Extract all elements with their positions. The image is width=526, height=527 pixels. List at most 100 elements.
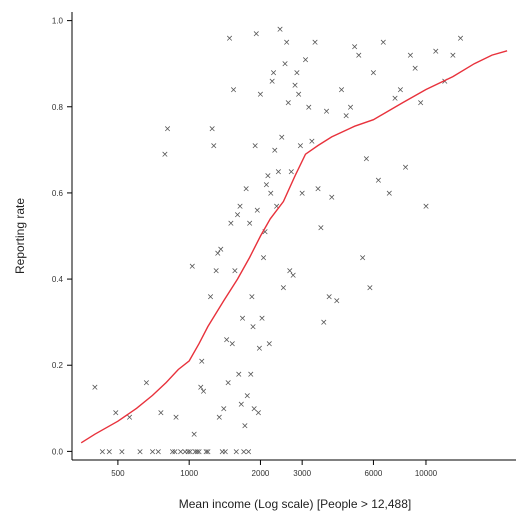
data-point: × xyxy=(308,137,316,147)
data-point: × xyxy=(260,254,268,264)
data-point: × xyxy=(230,86,238,96)
data-point: × xyxy=(297,142,305,152)
data-point: × xyxy=(251,142,259,152)
data-point: × xyxy=(136,447,144,457)
data-point: × xyxy=(164,124,172,134)
data-point: × xyxy=(217,245,225,255)
data-point: × xyxy=(232,447,240,457)
data-point: × xyxy=(302,55,310,65)
data-point: × xyxy=(214,249,222,259)
y-tick-label: 0.4 xyxy=(52,275,64,284)
x-axis-ticks: 500 1000 2000 3000 6000 10000 xyxy=(111,460,438,478)
data-point: × xyxy=(126,413,134,423)
data-point: × xyxy=(449,51,457,61)
data-point: × xyxy=(157,409,165,419)
data-point: × xyxy=(311,38,319,48)
data-point: × xyxy=(216,413,224,423)
data-point: × xyxy=(210,142,218,152)
data-point: × xyxy=(190,430,198,440)
data-point: × xyxy=(295,90,303,100)
y-axis-title: Reporting rate xyxy=(13,198,27,274)
data-point: × xyxy=(106,447,114,457)
data-point: × xyxy=(286,266,294,276)
data-point: × xyxy=(99,447,107,457)
data-point: × xyxy=(220,404,228,414)
data-point: × xyxy=(234,210,242,220)
data-point: × xyxy=(188,262,196,272)
x-axis-title: Mean income (Log scale) [People > 12,488… xyxy=(179,497,411,511)
data-point: × xyxy=(161,150,169,160)
data-point: × xyxy=(278,133,286,143)
data-point: × xyxy=(257,90,265,100)
data-point: × xyxy=(177,447,185,457)
data-point: × xyxy=(239,314,247,324)
y-tick-label: 1.0 xyxy=(52,17,64,26)
data-point: × xyxy=(280,284,288,294)
data-point: × xyxy=(246,219,254,229)
data-point: × xyxy=(255,409,263,419)
data-point: × xyxy=(227,219,235,229)
data-point: × xyxy=(283,38,291,48)
data-point: × xyxy=(207,292,215,302)
data-point: × xyxy=(154,447,162,457)
data-point: × xyxy=(270,68,278,78)
data-point: × xyxy=(276,25,284,35)
data-point: × xyxy=(248,292,256,302)
data-point: × xyxy=(386,189,394,199)
data-point: × xyxy=(363,154,371,164)
data-point: × xyxy=(244,391,252,401)
data-point: × xyxy=(317,223,325,233)
data-point: × xyxy=(355,51,363,61)
data-point: × xyxy=(298,189,306,199)
data-point: × xyxy=(264,172,272,182)
data-point: × xyxy=(198,357,206,367)
data-point: × xyxy=(347,103,355,113)
data-point: × xyxy=(208,124,216,134)
x-tick-label: 3000 xyxy=(293,469,311,478)
plot-area xyxy=(71,12,516,461)
data-point: × xyxy=(305,103,313,113)
data-point: × xyxy=(226,34,234,44)
data-point: × xyxy=(333,297,341,307)
data-point: × xyxy=(411,64,419,74)
data-point: × xyxy=(338,86,346,96)
data-point: × xyxy=(193,447,201,457)
data-point: × xyxy=(249,322,257,332)
data-point: × xyxy=(235,370,243,380)
data-point: × xyxy=(288,167,296,177)
data-point: × xyxy=(236,202,244,212)
data-point: × xyxy=(221,447,229,457)
data-point: × xyxy=(241,422,249,432)
data-point: × xyxy=(143,378,151,388)
data-point: × xyxy=(191,447,199,457)
data-point: × xyxy=(432,47,440,57)
data-point: × xyxy=(258,314,266,324)
y-tick-label: 0.2 xyxy=(52,361,64,370)
data-point: × xyxy=(195,447,203,457)
data-point: × xyxy=(91,383,99,393)
data-point: × xyxy=(171,447,179,457)
data-point: × xyxy=(271,146,279,156)
data-point: × xyxy=(275,167,283,177)
data-point: × xyxy=(391,94,399,104)
data-point: × xyxy=(204,447,212,457)
data-point: × xyxy=(169,447,177,457)
data-point: × xyxy=(200,387,208,397)
x-tick-label: 10000 xyxy=(415,469,438,478)
data-point: × xyxy=(325,292,333,302)
data-point: × xyxy=(219,447,227,457)
data-point: × xyxy=(359,254,367,264)
data-point: × xyxy=(417,98,425,108)
scatter-points: ×× ××××××××××××××××××××××××××××××××××××××… xyxy=(91,25,464,457)
x-tick-label: 500 xyxy=(111,469,125,478)
x-tick-label: 1000 xyxy=(180,469,198,478)
data-point: × xyxy=(197,383,205,393)
y-tick-label: 0.6 xyxy=(52,189,64,198)
data-point: × xyxy=(202,447,210,457)
data-point: × xyxy=(231,266,239,276)
data-point: × xyxy=(268,77,276,87)
trend-line xyxy=(80,50,508,444)
data-point: × xyxy=(422,202,430,212)
data-point: × xyxy=(320,318,328,328)
data-point: × xyxy=(238,400,246,410)
